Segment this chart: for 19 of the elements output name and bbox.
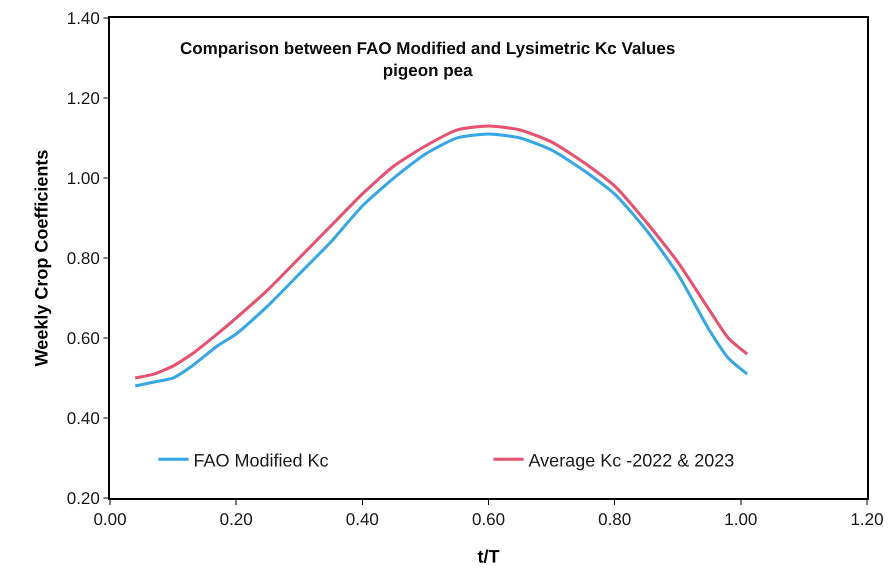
x-tick-label: 0.60 [472,510,506,530]
x-axis-title: t/T [478,546,500,566]
x-tick-label: 0.40 [346,510,379,530]
y-axis-title: Weekly Crop Coefficients [31,150,52,366]
y-tick-label: 0.60 [66,328,100,348]
y-tick-label: 0.40 [66,408,100,428]
x-tick-label: 0.20 [220,510,253,530]
y-tick-label: 1.40 [66,8,100,28]
y-tick-label: 0.20 [66,488,100,508]
legend-label: FAO Modified Kc [194,450,329,470]
y-tick-label: 1.20 [66,88,100,108]
text: Comparison between FAO Modified and Lysimetric Kc Values pigeon pea [180,39,676,80]
x-tick-label: 1.00 [724,510,758,530]
y-tick-label: 1.00 [66,168,100,188]
x-tick-label: 0.00 [93,510,127,530]
x-tick-label: 0.80 [598,510,632,530]
legend-label: Average Kc -2022 & 2023 [528,450,734,470]
y-tick-label: 0.80 [66,248,100,268]
x-tick-label: 1.20 [850,510,884,530]
